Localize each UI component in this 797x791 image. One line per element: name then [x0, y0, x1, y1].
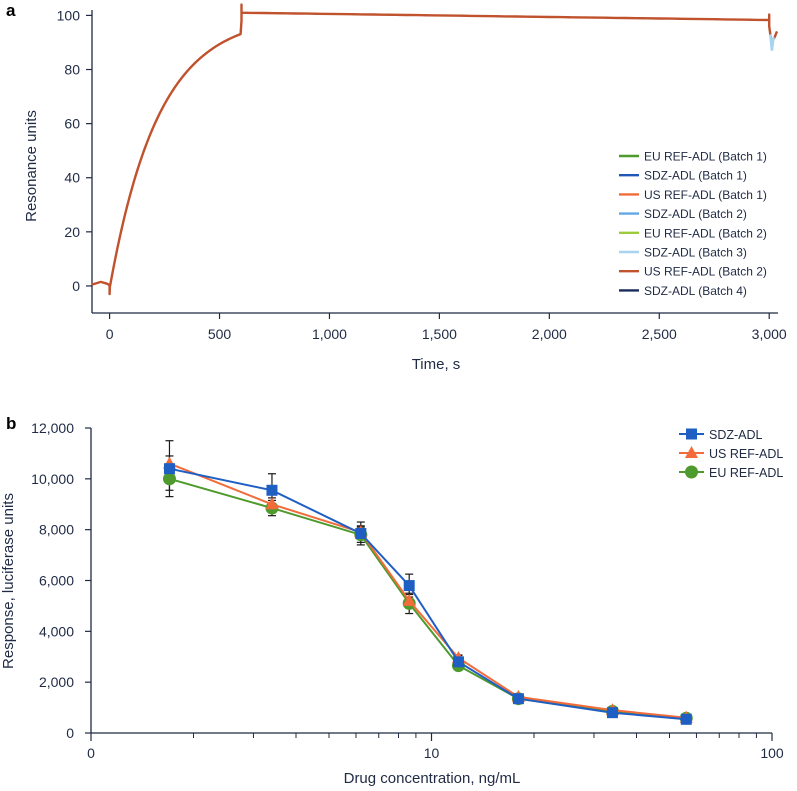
panel-a-axes — [91, 10, 778, 314]
legend-label: US REF-ADL (Batch 1) — [644, 188, 767, 202]
x-tick-label: 2,500 — [642, 326, 677, 342]
legend-marker — [685, 446, 698, 458]
panel-a-y-axis-title: Resonance units — [23, 110, 40, 222]
legend-label: EU REF-ADL — [709, 466, 783, 480]
legend-label: SDZ-ADL (Batch 3) — [644, 246, 747, 260]
legend-label: US REF-ADL — [709, 447, 783, 461]
panel-a-x-axis-title: Time, s — [412, 356, 461, 373]
y-tick-label: 10,000 — [31, 471, 74, 487]
legend-label: SDZ-ADL (Batch 1) — [644, 169, 747, 183]
legend-label: EU REF-ADL (Batch 2) — [644, 226, 767, 240]
data-point — [355, 527, 367, 539]
panel-a-legend: EU REF-ADL (Batch 1) SDZ-ADL (Batch 1) US … — [619, 150, 767, 298]
panel-b-label: b — [6, 414, 16, 433]
y-tick-label: 4,000 — [39, 623, 74, 639]
y-tick-label: 8,000 — [39, 522, 74, 538]
series-line — [169, 477, 687, 720]
data-point — [402, 593, 416, 606]
x-tick-label: 2,000 — [532, 326, 567, 342]
data-point — [266, 484, 278, 496]
panel-a: a 0 500 1,000 1,500 2,000 2,500 3,000 0 20 40 60 8… — [6, 1, 787, 373]
legend-label: US REF-ADL (Batch 2) — [644, 265, 767, 279]
x-tick-label: 1,000 — [312, 326, 347, 342]
legend-marker — [685, 465, 698, 479]
data-point — [680, 713, 692, 725]
x-tick-label: 3,000 — [752, 326, 787, 342]
panel-b-y-ticks: 0 2,000 4,000 6,000 8,000 10,000 12,000 — [31, 420, 91, 741]
y-tick-label: 20 — [64, 224, 80, 240]
data-point — [403, 580, 415, 592]
x-tick-label: 500 — [208, 326, 232, 342]
data-point — [452, 656, 464, 668]
legend-label: EU REF-ADL (Batch 1) — [644, 150, 767, 164]
data-point — [265, 497, 279, 510]
legend-label: SDZ-ADL — [709, 428, 763, 442]
panel-a-x-ticks: 0 500 1,000 1,500 2,000 2,500 3,000 — [106, 313, 787, 342]
x-tick-label: 1,500 — [422, 326, 457, 342]
y-tick-label: 6,000 — [39, 573, 74, 589]
y-tick-label: 40 — [64, 170, 80, 186]
y-tick-label: 0 — [66, 725, 74, 741]
data-point — [512, 693, 524, 705]
panel-b-series — [162, 440, 693, 725]
sensorgram-curve — [91, 3, 779, 296]
x-tick-label: 0 — [87, 745, 95, 761]
panel-a-curves — [91, 3, 779, 296]
data-point — [163, 463, 175, 475]
x-tick-label: 0 — [106, 326, 114, 342]
data-point — [162, 472, 176, 486]
x-tick-label: 100 — [760, 745, 784, 761]
y-tick-label: 2,000 — [39, 674, 74, 690]
sdz-batch-3-dip — [769, 34, 775, 51]
legend-label: SDZ-ADL (Batch 4) — [644, 284, 747, 298]
y-tick-label: 0 — [72, 278, 80, 294]
panel-b-x-ticks: 0 10 100 — [87, 733, 784, 761]
legend-label: SDZ-ADL (Batch 2) — [644, 207, 747, 221]
legend-marker — [686, 428, 697, 440]
panel-a-label: a — [6, 1, 16, 20]
series-line — [169, 467, 687, 721]
panel-a-y-ticks: 0 20 40 60 80 100 — [57, 7, 92, 294]
panel-b-y-axis-title: Response, luciferase units — [0, 493, 17, 669]
series-line — [169, 462, 687, 719]
x-tick-label: 10 — [424, 745, 440, 761]
y-tick-label: 80 — [64, 62, 80, 78]
y-tick-label: 100 — [57, 7, 81, 23]
y-tick-label: 60 — [64, 116, 80, 132]
y-tick-label: 12,000 — [31, 420, 74, 436]
data-point — [606, 707, 618, 719]
panel-b-legend: SDZ-ADL US REF-ADL EU REF-ADL — [679, 428, 783, 480]
panel-b: b 0 10 100 0 2,000 4,000 6,000 8,000 10,000 12,0… — [0, 414, 784, 787]
panel-b-x-axis-title: Drug concentration, ng/mL — [344, 770, 521, 787]
